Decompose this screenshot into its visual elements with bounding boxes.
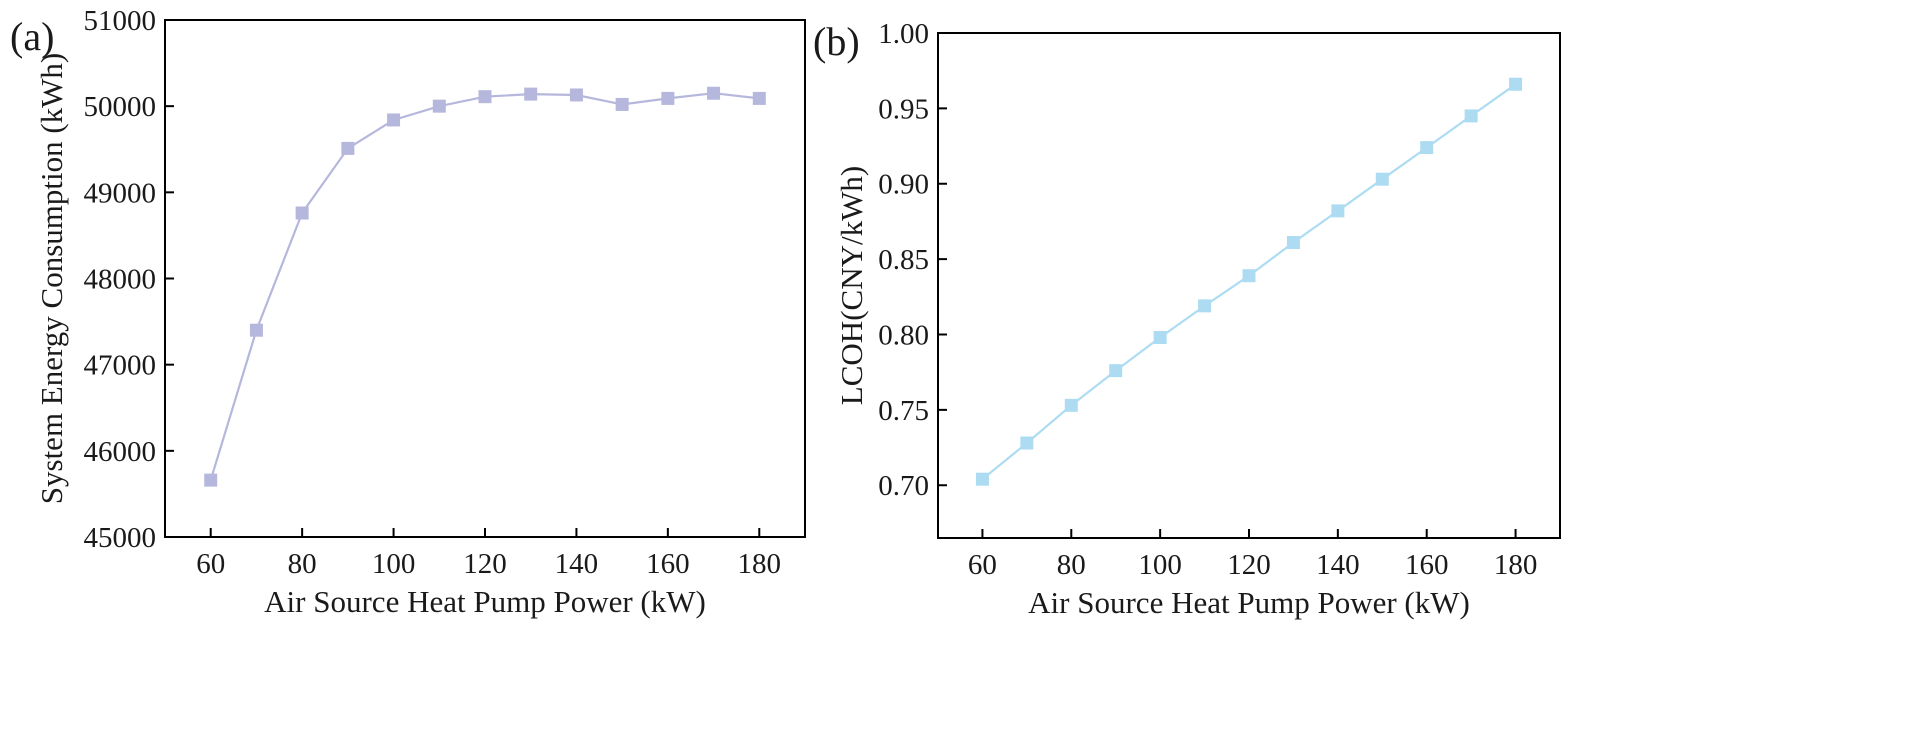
y-tick-label: 51000 [84,5,157,37]
data-point [1242,269,1256,283]
data-point [569,88,583,102]
data-point [1153,331,1167,345]
x-tick-label: 160 [646,548,690,580]
data-point [1198,299,1212,313]
x-tick-label: 60 [196,548,225,580]
y-tick-label: 1.00 [878,18,929,50]
x-tick-label: 160 [1405,549,1449,581]
data-point [387,113,401,127]
panel-label: (b) [813,19,860,64]
data-point [1020,436,1034,450]
x-tick-label: 100 [372,548,416,580]
data-point [1109,364,1123,378]
data-point [432,99,446,113]
x-tick-label: 180 [738,548,782,580]
x-axis-title: Air Source Heat Pump Power (kW) [1028,585,1470,620]
data-point [1286,236,1300,250]
data-point [975,472,989,486]
data-point [1420,141,1434,155]
data-point [1464,109,1478,123]
data-point [752,91,766,105]
y-tick-label: 50000 [84,91,157,123]
data-point [249,323,263,337]
x-tick-label: 80 [288,548,317,580]
data-point [707,86,721,100]
y-axis-title: LCOH(CNY/kWh) [834,166,869,405]
x-tick-label: 80 [1057,549,1086,581]
y-tick-label: 0.95 [878,93,929,125]
plot-frame [937,32,1561,539]
y-tick-label: 49000 [84,177,157,209]
x-tick-label: 100 [1138,549,1182,581]
x-tick-label: 140 [555,548,599,580]
x-axis-title: Air Source Heat Pump Power (kW) [264,584,706,619]
y-tick-label: 45000 [84,522,157,554]
data-point [295,206,309,220]
panel-label: (a) [10,14,54,59]
y-tick-label: 0.70 [878,470,929,502]
data-point [204,473,218,487]
y-tick-label: 48000 [84,264,157,296]
data-point [1509,77,1523,91]
y-tick-label: 0.75 [878,395,929,427]
y-tick-label: 0.80 [878,319,929,351]
data-point [524,87,538,101]
x-tick-label: 120 [1227,549,1271,581]
x-tick-label: 180 [1494,549,1538,581]
y-tick-label: 47000 [84,350,157,382]
y-tick-label: 0.85 [878,244,929,276]
x-tick-label: 120 [463,548,507,580]
data-point [341,141,355,155]
x-tick-label: 140 [1316,549,1360,581]
data-point [1375,172,1389,186]
data-point [1331,204,1345,218]
y-axis-title: System Energy Consumption (kWh) [34,53,69,504]
y-tick-label: 0.90 [878,169,929,201]
data-point [1064,398,1078,412]
series-line [209,92,760,481]
data-point [478,90,492,104]
data-point [661,91,675,105]
panel-a-energy-consumption-chart: (a) 60 80 100 120 140 160 180 45000 46000 47000 480… [10,5,806,619]
panel-b-lcoh-chart: (b) 60 80 100 120 140 160 180 0.70 0.75 0.80 0.85 0.… [813,18,1561,620]
data-point [615,97,629,111]
x-tick-label: 60 [968,549,997,581]
y-tick-label: 46000 [84,436,157,468]
